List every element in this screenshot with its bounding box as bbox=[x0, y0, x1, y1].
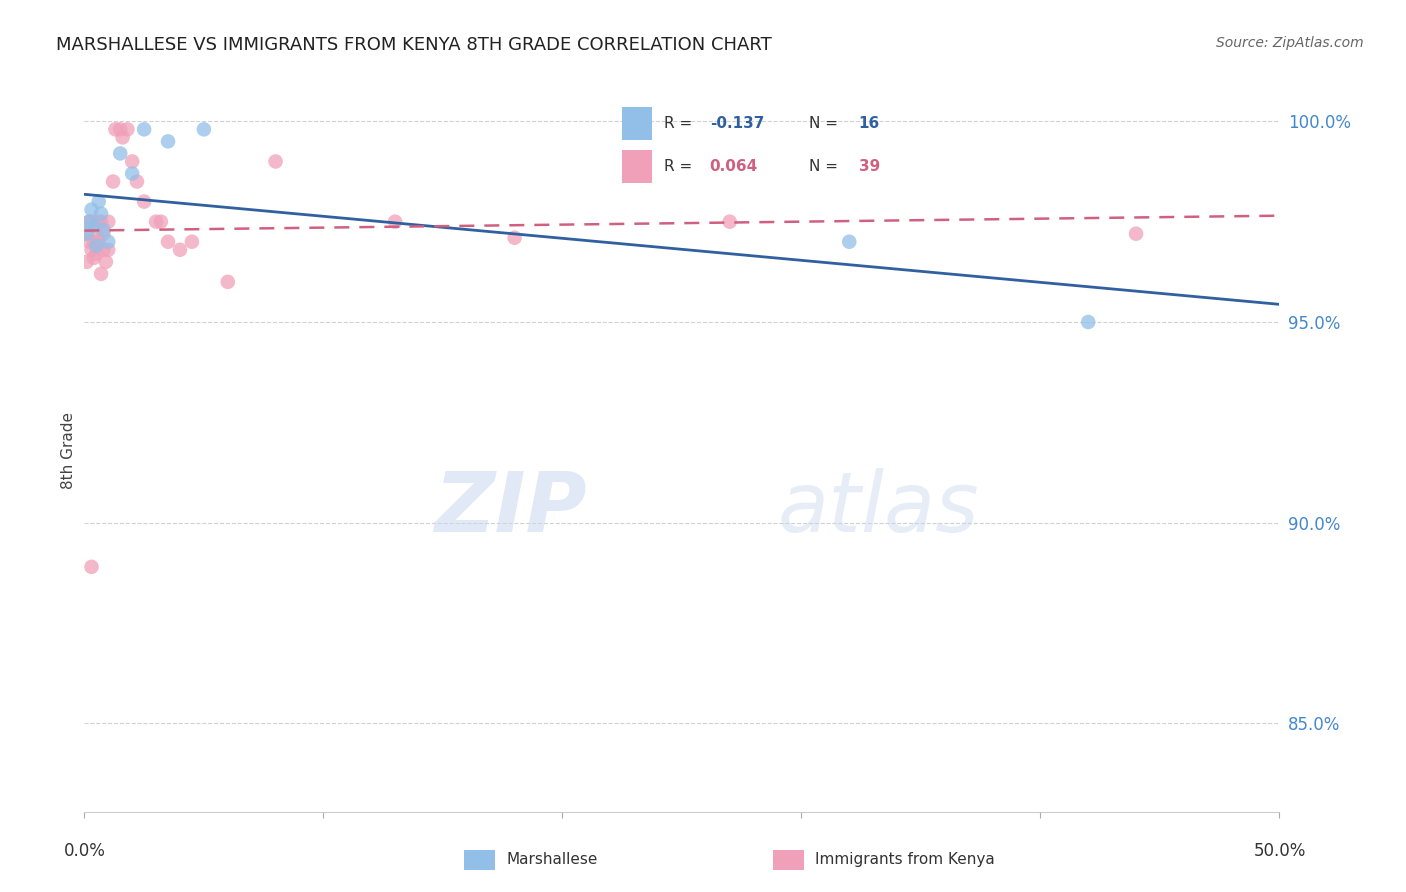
Text: ZIP: ZIP bbox=[433, 467, 586, 549]
Point bbox=[86, 239, 108, 253]
Text: 50.0%: 50.0% bbox=[1253, 842, 1306, 860]
Point bbox=[718, 215, 741, 229]
Point bbox=[104, 122, 127, 136]
Point bbox=[76, 227, 98, 241]
Point bbox=[83, 235, 105, 249]
Point bbox=[101, 175, 124, 189]
Point bbox=[121, 167, 143, 181]
Point bbox=[77, 215, 100, 229]
Point bbox=[83, 219, 105, 233]
Point bbox=[1125, 227, 1147, 241]
Point bbox=[117, 122, 139, 136]
Text: Source: ZipAtlas.com: Source: ZipAtlas.com bbox=[1216, 36, 1364, 50]
Point bbox=[121, 154, 143, 169]
Point bbox=[76, 227, 98, 241]
Point bbox=[90, 215, 112, 229]
Point bbox=[217, 275, 239, 289]
Point bbox=[125, 175, 148, 189]
Point bbox=[149, 215, 172, 229]
Point bbox=[87, 235, 110, 249]
Point bbox=[157, 135, 180, 149]
Text: MARSHALLESE VS IMMIGRANTS FROM KENYA 8TH GRADE CORRELATION CHART: MARSHALLESE VS IMMIGRANTS FROM KENYA 8TH… bbox=[56, 36, 772, 54]
Point bbox=[93, 227, 115, 241]
Point bbox=[87, 215, 110, 229]
Point bbox=[169, 243, 191, 257]
Point bbox=[77, 235, 100, 249]
Point bbox=[111, 130, 134, 145]
Point bbox=[264, 154, 287, 169]
Point bbox=[157, 235, 180, 249]
Point bbox=[97, 235, 120, 249]
Point bbox=[77, 215, 100, 229]
Text: 0.0%: 0.0% bbox=[63, 842, 105, 860]
Point bbox=[181, 235, 204, 249]
Point bbox=[87, 194, 110, 209]
Point bbox=[132, 122, 156, 136]
Point bbox=[86, 247, 108, 261]
Point bbox=[90, 207, 112, 221]
Point bbox=[193, 122, 215, 136]
Text: Immigrants from Kenya: Immigrants from Kenya bbox=[815, 853, 995, 867]
Point bbox=[94, 255, 117, 269]
Text: atlas: atlas bbox=[778, 467, 979, 549]
Point bbox=[76, 255, 98, 269]
Point bbox=[80, 202, 103, 217]
Point bbox=[1077, 315, 1099, 329]
Point bbox=[83, 251, 105, 265]
Point bbox=[80, 243, 103, 257]
Point bbox=[838, 235, 860, 249]
Point bbox=[384, 215, 406, 229]
Point bbox=[110, 122, 132, 136]
Point bbox=[503, 231, 526, 245]
Point bbox=[86, 227, 108, 241]
Text: Marshallese: Marshallese bbox=[506, 853, 598, 867]
Point bbox=[93, 243, 115, 257]
Y-axis label: 8th Grade: 8th Grade bbox=[60, 412, 76, 489]
Point bbox=[145, 215, 167, 229]
Point bbox=[97, 215, 120, 229]
Point bbox=[93, 223, 115, 237]
Point bbox=[80, 560, 103, 574]
Point bbox=[132, 194, 156, 209]
Point bbox=[110, 146, 132, 161]
Point bbox=[80, 215, 103, 229]
Point bbox=[97, 243, 120, 257]
Point bbox=[90, 267, 112, 281]
